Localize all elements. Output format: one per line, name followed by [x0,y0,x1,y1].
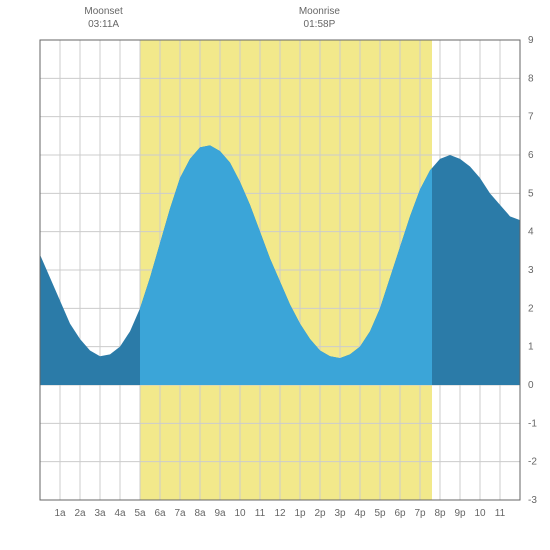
y-tick-label: 1 [528,342,534,353]
x-tick-label: 6a [154,508,166,519]
y-tick-label: 8 [528,73,534,84]
x-tick-label: 10 [234,508,246,519]
y-tick-label: -1 [528,418,537,429]
x-tick-label: 3a [94,508,106,519]
x-tick-label: 5a [134,508,146,519]
x-tick-label: 1p [294,508,306,519]
y-tick-label: 5 [528,188,534,199]
x-tick-label: 3p [334,508,346,519]
x-tick-label: 11 [495,508,506,519]
x-tick-label: 9p [454,508,466,519]
y-tick-label: 4 [528,227,534,238]
y-tick-label: 7 [528,112,534,123]
x-tick-label: 2a [74,508,86,519]
x-tick-label: 6p [394,508,406,519]
x-tick-label: 2p [314,508,326,519]
x-tick-label: 5p [374,508,386,519]
chart-svg: 1a2a3a4a5a6a7a8a9a1011121p2p3p4p5p6p7p8p… [0,0,550,550]
x-tick-label: 8p [434,508,446,519]
y-tick-label: 9 [528,35,534,46]
y-tick-label: -2 [528,457,537,468]
annotation-time: 03:11A [88,19,119,30]
x-tick-label: 10 [474,508,486,519]
annotation-label: Moonset [84,6,123,17]
x-tick-label: 1a [54,508,66,519]
y-tick-label: -3 [528,495,537,506]
y-tick-label: 0 [528,380,534,391]
x-tick-label: 7a [174,508,186,519]
x-tick-label: 11 [255,508,266,519]
x-tick-label: 7p [414,508,426,519]
x-tick-label: 4p [354,508,366,519]
y-tick-label: 3 [528,265,534,276]
x-tick-label: 12 [274,508,286,519]
y-tick-label: 6 [528,150,534,161]
annotation-label: Moonrise [299,6,341,17]
x-tick-label: 4a [114,508,126,519]
tide-chart: 1a2a3a4a5a6a7a8a9a1011121p2p3p4p5p6p7p8p… [0,0,550,550]
y-tick-label: 2 [528,303,534,314]
x-tick-label: 9a [214,508,226,519]
annotation-time: 01:58P [304,19,336,30]
x-tick-label: 8a [194,508,206,519]
